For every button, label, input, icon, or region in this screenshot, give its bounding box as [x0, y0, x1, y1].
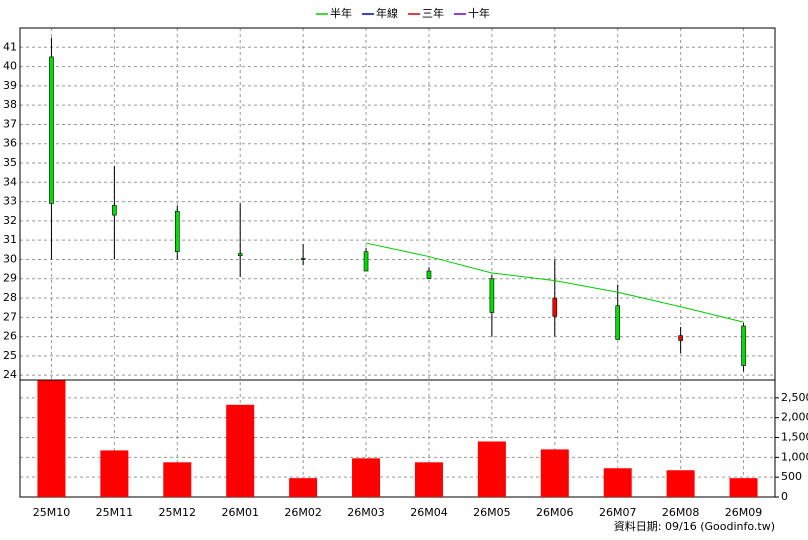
candle-body — [489, 278, 495, 313]
y-tick-label: 35 — [3, 156, 17, 169]
y-tick-label: 41 — [3, 40, 17, 53]
x-tick-label: 25M10 — [33, 506, 71, 519]
volume-bar — [603, 468, 632, 497]
y-tick-label: 39 — [3, 79, 17, 92]
volume-bar — [477, 441, 506, 497]
x-tick-label: 26M05 — [473, 506, 511, 519]
y-tick-label: 36 — [3, 137, 17, 150]
y2-tick-label: 2,000 — [781, 411, 808, 424]
y-tick-label: 40 — [3, 60, 17, 73]
y-tick-label: 24 — [3, 368, 17, 381]
x-tick-label: 26M04 — [410, 506, 448, 519]
y2-tick-label: 500 — [781, 470, 802, 483]
x-tick-label: 26M09 — [725, 506, 763, 519]
y2-tick-label: 1,000 — [781, 450, 808, 463]
legend-label: 十年 — [468, 6, 490, 20]
y-tick-label: 32 — [3, 214, 17, 227]
y-tick-label: 31 — [3, 233, 17, 246]
legend-label: 年線 — [376, 6, 398, 20]
y-tick-label: 28 — [3, 291, 17, 304]
candle-body — [112, 205, 117, 216]
legend-label: 三年 — [422, 6, 444, 20]
plot-area — [20, 28, 775, 497]
candle-body — [300, 258, 306, 260]
candle-body — [678, 335, 683, 341]
volume-bar — [100, 450, 129, 497]
y-tick-label: 33 — [3, 195, 17, 208]
x-tick-label: 26M03 — [347, 506, 385, 519]
volume-bar — [666, 470, 695, 497]
y2-tick-label: 1,500 — [781, 431, 808, 444]
legend-label: 半年 — [330, 6, 352, 20]
y-tick-label: 30 — [3, 252, 17, 265]
volume-bar — [729, 478, 758, 497]
y-tick-label: 34 — [3, 175, 17, 188]
candle-body — [615, 305, 621, 340]
y-tick-label: 38 — [3, 98, 17, 111]
ma-line — [365, 242, 744, 323]
x-tick-label: 26M08 — [662, 506, 700, 519]
volume-bar — [163, 462, 192, 497]
candle-body — [741, 325, 746, 366]
volume-frame — [19, 379, 776, 498]
x-tick-label: 26M02 — [284, 506, 322, 519]
x-tick-label: 25M11 — [96, 506, 134, 519]
y-tick-label: 26 — [3, 330, 17, 343]
y-tick-label: 27 — [3, 310, 17, 323]
candle-body — [237, 253, 243, 256]
y2-tick-label: 2,500 — [781, 391, 808, 404]
x-tick-label: 26M06 — [536, 506, 574, 519]
candle-body — [363, 251, 369, 272]
volume-bar — [414, 462, 443, 497]
volume-bar — [352, 458, 381, 497]
y-tick-label: 29 — [3, 272, 17, 285]
candle-body — [174, 210, 180, 253]
y-tick-label: 25 — [3, 349, 17, 362]
x-tick-label: 26M07 — [599, 506, 637, 519]
volume-bar — [289, 478, 318, 497]
volume-bar — [37, 380, 66, 497]
candle-body — [49, 56, 54, 204]
x-tick-label: 26M01 — [221, 506, 259, 519]
note: 資料日期: 09/16 (Goodinfo.tw) — [614, 519, 775, 533]
y2-tick-label: 0 — [781, 490, 788, 503]
y-tick-label: 37 — [3, 117, 17, 130]
candle-body — [552, 297, 558, 317]
candle-body — [426, 270, 432, 280]
volume-bar — [226, 404, 255, 497]
volume-bar — [540, 449, 569, 497]
x-tick-label: 25M12 — [159, 506, 197, 519]
